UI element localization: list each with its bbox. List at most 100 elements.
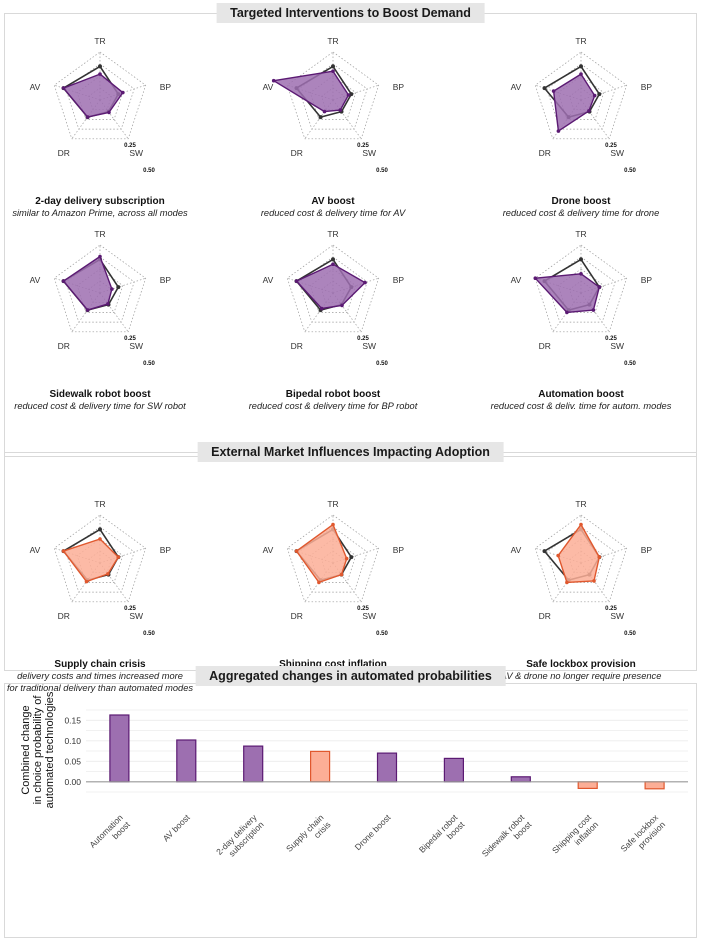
radar-ring-label: 0.50 bbox=[624, 168, 636, 174]
scenario-polygon bbox=[295, 523, 348, 584]
radar-chart: TR BP SW DR AV 0.25 0.50 Automation boostreduce… bbox=[491, 229, 672, 411]
y-tick-label: 0.15 bbox=[64, 715, 81, 725]
radar-chart: TR BP SW DR AV 0.25 0.50 Bipedal robot boostred… bbox=[249, 229, 418, 411]
radar-grid-ring bbox=[309, 268, 357, 313]
bar bbox=[577, 781, 598, 789]
radar-ring-label: 0.25 bbox=[605, 143, 617, 149]
y-tick-label: 0.05 bbox=[64, 756, 81, 766]
y-tick-label: 0.10 bbox=[64, 736, 81, 746]
radar-grid-ring bbox=[534, 244, 628, 333]
radar-ring-label: 0.50 bbox=[376, 631, 388, 637]
x-category-label: Drone boost bbox=[353, 812, 393, 852]
radar-ring-label: 0.50 bbox=[624, 361, 636, 367]
scenario-point bbox=[592, 579, 596, 583]
radar-axis-label: TR bbox=[575, 229, 586, 239]
radar-axis-label: BP bbox=[160, 82, 172, 92]
radar-subtitle: similar to Amazon Prime, across all mode… bbox=[12, 208, 188, 218]
bar bbox=[176, 739, 197, 783]
baseline-point bbox=[331, 257, 335, 262]
scenario-point bbox=[363, 280, 367, 285]
radar-title: Bipedal robot boost bbox=[286, 389, 381, 400]
scenario-polygon bbox=[62, 538, 120, 583]
scenario-point bbox=[565, 310, 569, 315]
radar-axis-label: BP bbox=[393, 82, 405, 92]
radar-title: Sidewalk robot boost bbox=[49, 389, 151, 400]
scenario-point bbox=[110, 287, 114, 291]
radar-axis-label: TR bbox=[327, 36, 338, 46]
scenario-point bbox=[116, 555, 121, 559]
radar-axis-label: TR bbox=[327, 229, 338, 239]
baseline-point bbox=[542, 86, 547, 91]
radar-ring-label: 0.25 bbox=[124, 336, 136, 342]
radar-grid-ring bbox=[534, 51, 628, 140]
baseline-point bbox=[318, 115, 323, 120]
radar-axis-label: DR bbox=[291, 611, 303, 621]
baseline-point bbox=[98, 527, 102, 532]
scenario-point bbox=[344, 556, 349, 561]
scenario-point bbox=[294, 279, 299, 283]
radar-title: Automation boost bbox=[538, 389, 624, 400]
scenario-point bbox=[579, 272, 583, 276]
x-category-label: Safe lockboxprovision bbox=[619, 812, 668, 861]
baseline-point bbox=[331, 64, 335, 69]
radar-grid-ring bbox=[534, 514, 628, 603]
radar-grid-ring bbox=[53, 514, 147, 603]
bar bbox=[443, 757, 464, 783]
scenario-point bbox=[556, 129, 561, 133]
baseline-point bbox=[542, 549, 547, 554]
radar-ring-label: 0.25 bbox=[124, 143, 136, 149]
radar-title: Shipping cost inflation bbox=[279, 659, 387, 670]
scenario-polygon bbox=[295, 263, 366, 310]
radar-axis-label: SW bbox=[129, 341, 143, 351]
radar-axis-label: DR bbox=[291, 341, 303, 351]
radar-ring-label: 0.25 bbox=[357, 606, 369, 612]
baseline-point bbox=[579, 257, 583, 262]
scenario-point bbox=[551, 89, 556, 93]
x-category-label: Bipedal robotboost bbox=[417, 812, 467, 862]
radar-axis-label: AV bbox=[511, 82, 522, 92]
radar-ring-label: 0.25 bbox=[357, 143, 369, 149]
radar-chart: TR BP SW DR AV 0.25 0.50 2-day delivery subscri… bbox=[12, 36, 188, 218]
radar-grid-ring bbox=[53, 244, 147, 333]
scenario-point bbox=[98, 537, 102, 541]
radar-grid-ring bbox=[286, 514, 380, 603]
radar-axis-label: SW bbox=[362, 148, 376, 158]
baseline-point bbox=[116, 285, 121, 290]
radar-axis-label: DR bbox=[539, 148, 551, 158]
scenario-polygon bbox=[62, 73, 124, 118]
scenario-polygon bbox=[557, 523, 600, 584]
radar-chart: TR BP SW DR AV 0.25 0.50 Supply chain crisisdel… bbox=[7, 499, 193, 693]
radar-axis-label: AV bbox=[263, 545, 274, 555]
radar-subtitle: reduced cost & delivery time for drone bbox=[503, 208, 660, 218]
scenario-polygon bbox=[534, 273, 600, 314]
radar-axis-label: TR bbox=[94, 36, 105, 46]
radar-axis-label: AV bbox=[511, 275, 522, 285]
scenario-point bbox=[579, 522, 583, 527]
scenario-point bbox=[106, 572, 110, 576]
scenario-point bbox=[565, 580, 569, 585]
baseline-point bbox=[349, 92, 354, 97]
scenario-point bbox=[597, 285, 602, 289]
radar-grid-ring bbox=[309, 538, 357, 583]
baseline-point bbox=[597, 92, 602, 97]
radar-axis-label: DR bbox=[539, 611, 551, 621]
scenario-point bbox=[319, 306, 324, 311]
scenario-point bbox=[597, 555, 602, 559]
scenario-point bbox=[106, 302, 110, 306]
radar-chart: TR BP SW DR AV 0.25 0.50 Safe lockbox provision… bbox=[500, 499, 662, 681]
radar-axis-label: BP bbox=[641, 275, 653, 285]
y-tick-label: 0.00 bbox=[64, 777, 81, 787]
radar-axis-label: AV bbox=[30, 545, 41, 555]
x-category-label: 2-day deliverysubscription bbox=[214, 812, 266, 864]
radar-ring-label: 0.50 bbox=[143, 168, 155, 174]
radar-ring-label: 0.50 bbox=[624, 631, 636, 637]
radar-grid-ring bbox=[76, 268, 124, 313]
radar-axis-label: AV bbox=[30, 82, 41, 92]
scenario-polygon bbox=[62, 255, 113, 311]
radar-ring-label: 0.50 bbox=[143, 361, 155, 367]
radar-axis-label: DR bbox=[58, 611, 70, 621]
radar-axis-label: AV bbox=[263, 275, 274, 285]
radar-subtitle: AV & drone no longer require presence bbox=[500, 671, 662, 681]
radar-axis-label: DR bbox=[291, 148, 303, 158]
